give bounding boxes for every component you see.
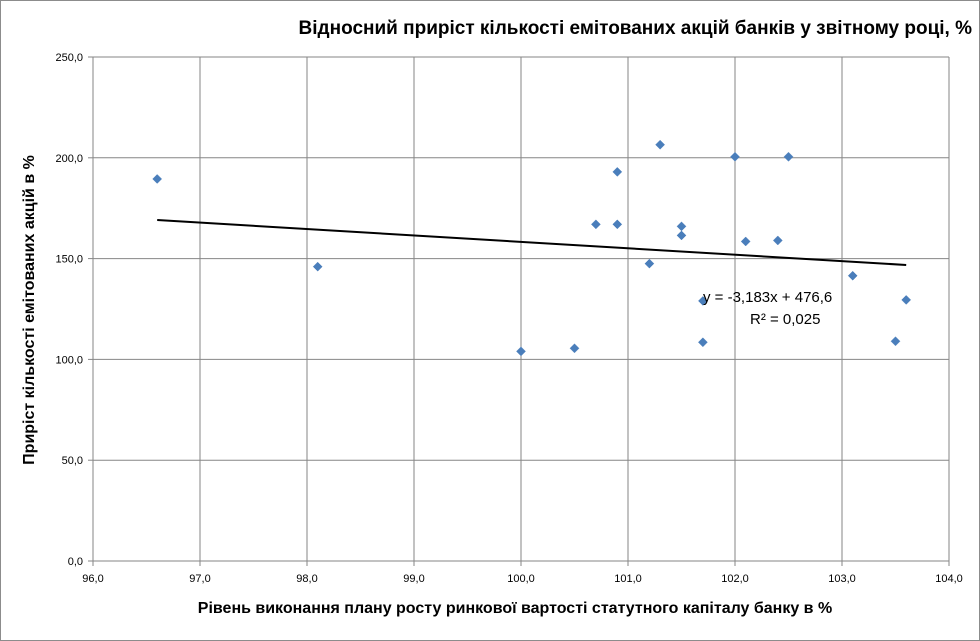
y-tick-label: 50,0: [62, 455, 83, 467]
y-tick-label: 100,0: [55, 354, 83, 366]
data-point: [698, 296, 708, 306]
data-point: [612, 167, 623, 177]
y-tick-label: 250,0: [55, 52, 83, 64]
data-point: [740, 236, 751, 247]
data-point: [890, 336, 901, 347]
data-point: [847, 270, 858, 281]
data-point: [655, 139, 665, 150]
data-points: [152, 139, 912, 357]
data-point: [644, 258, 655, 269]
x-tick-label: 101,0: [614, 573, 642, 585]
y-tick-label: 200,0: [55, 153, 83, 165]
x-tick-label: 97,0: [189, 573, 210, 585]
x-tick-label: 100,0: [507, 573, 535, 585]
y-tick-label: 0,0: [68, 556, 83, 568]
data-point: [516, 346, 526, 357]
x-tick-label: 104,0: [935, 573, 963, 585]
data-point: [152, 174, 163, 184]
data-point: [612, 219, 623, 230]
y-axis-title: Приріст кількості емітованих акцій в %: [21, 155, 38, 465]
x-tick-label: 96,0: [82, 573, 103, 585]
data-point: [698, 337, 708, 348]
x-tick-label: 102,0: [721, 573, 749, 585]
data-point: [901, 295, 912, 305]
data-point: [730, 151, 740, 162]
x-tick-label: 103,0: [828, 573, 856, 585]
x-tick-label: 98,0: [296, 573, 317, 585]
data-point: [783, 151, 794, 162]
data-point: [591, 219, 601, 230]
trendline-group: [157, 219, 907, 266]
chart-title: Відносний приріст кількості емітованих а…: [298, 18, 972, 39]
data-point: [676, 230, 687, 241]
data-point: [676, 221, 687, 232]
trendline: [157, 219, 907, 266]
trendline-annotation: y = -3,183x + 476,6 R² = 0,025: [703, 289, 832, 328]
y-tick-label: 150,0: [55, 254, 83, 266]
data-point: [312, 261, 323, 272]
trendline-equation: y = -3,183x + 476,6: [703, 289, 832, 306]
axes: [88, 56, 950, 566]
grid-lines: [93, 56, 950, 561]
trendline-r-squared: R² = 0,025: [750, 311, 820, 328]
x-tick-label: 99,0: [403, 573, 424, 585]
data-point: [772, 235, 783, 246]
x-axis-title: Рівень виконання плану росту ринкової ва…: [197, 600, 833, 617]
data-point: [569, 343, 580, 354]
tick-labels: 96,0 97,0 98,0 99,0 100,0 101,0 102,0 103,0 104,…: [55, 52, 962, 585]
